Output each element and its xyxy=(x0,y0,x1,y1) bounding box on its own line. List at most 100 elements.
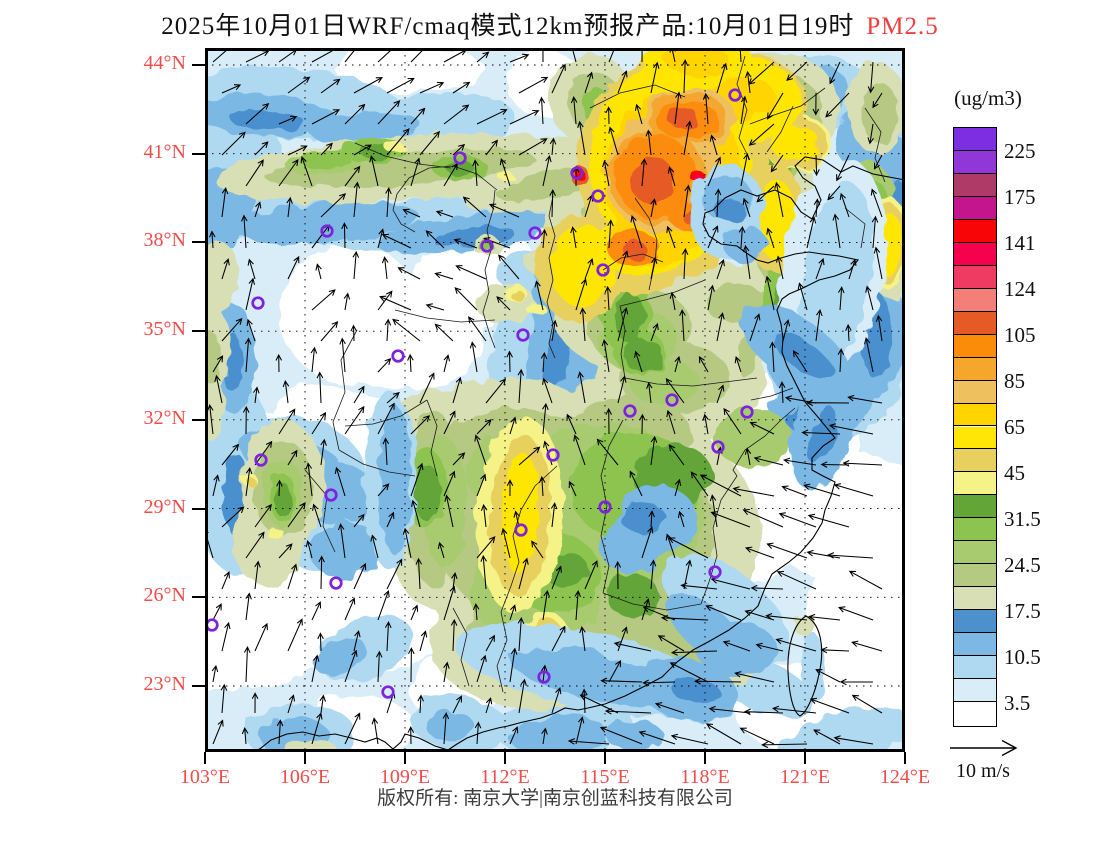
lat-axis-label: 26°N xyxy=(143,584,186,607)
wind-arrow xyxy=(722,640,751,652)
lat-axis-label: 41°N xyxy=(143,140,186,163)
wind-arrow xyxy=(716,62,728,94)
wind-arrow xyxy=(832,213,841,249)
wind-arrow xyxy=(287,618,303,652)
wind-arrow xyxy=(570,96,578,125)
legend-tick-label: 45 xyxy=(1004,460,1025,485)
wind-arrow xyxy=(243,645,251,683)
city-marker xyxy=(329,576,343,590)
wind-arrow xyxy=(253,386,260,404)
legend-segment xyxy=(954,518,996,542)
wind-arrow xyxy=(870,188,883,218)
wind-arrow xyxy=(278,408,296,435)
wind-arrow xyxy=(518,138,548,156)
city-marker xyxy=(665,393,679,407)
wind-arrow xyxy=(851,694,883,714)
wind-arrow xyxy=(402,208,421,218)
legend-segment xyxy=(954,242,996,266)
wind-arrow xyxy=(837,286,845,311)
wind-arrow xyxy=(407,353,414,373)
wind-arrow xyxy=(723,407,742,435)
wind-arrow xyxy=(743,708,784,716)
wind-arrow xyxy=(247,258,256,280)
wind-arrow xyxy=(707,284,715,311)
legend-segment xyxy=(954,426,996,450)
legend-segment xyxy=(954,679,996,703)
wind-arrow xyxy=(851,640,883,652)
wind-arrow xyxy=(551,625,566,652)
wind-arrow xyxy=(310,346,318,373)
wind-arrow xyxy=(744,70,752,94)
wind-arrow xyxy=(677,510,685,528)
wind-arrow xyxy=(540,228,548,249)
wind-arrow xyxy=(813,198,821,218)
wind-arrow xyxy=(353,385,365,404)
wind-arrow xyxy=(384,318,392,342)
lat-axis-label: 35°N xyxy=(143,318,186,341)
wind-arrow xyxy=(665,377,685,404)
wind-arrow xyxy=(833,735,874,745)
wind-arrow xyxy=(608,659,622,683)
city-marker xyxy=(324,488,338,502)
wind-arrow xyxy=(668,444,685,466)
wind-arrow xyxy=(320,321,339,342)
wind-arrow xyxy=(581,688,588,714)
wind-arrow xyxy=(316,371,324,404)
wind-arrow xyxy=(732,486,775,497)
wind-arrow xyxy=(605,106,612,125)
wind-arrow xyxy=(300,156,313,187)
wind-arrow xyxy=(873,246,883,280)
wind-arrow xyxy=(443,585,456,621)
wind-arrow xyxy=(315,263,322,280)
lat-axis-label: 29°N xyxy=(143,495,186,518)
wind-arrow xyxy=(848,258,857,280)
wind-arrow xyxy=(617,375,627,404)
wind-arrow xyxy=(699,474,742,497)
city-marker xyxy=(728,88,742,102)
wind-arrow xyxy=(617,70,628,94)
legend-segment xyxy=(954,587,996,611)
wind-arrow xyxy=(839,192,850,218)
wind-arrow xyxy=(742,197,751,218)
wind-arrow xyxy=(241,727,249,745)
wind-arrow xyxy=(613,641,652,652)
wind-arrow xyxy=(353,562,367,590)
wind-arrow xyxy=(353,77,384,94)
legend-segment xyxy=(954,380,996,404)
wind-arrow xyxy=(867,123,874,145)
wind-arrow xyxy=(245,466,253,497)
wind-arrow xyxy=(614,560,622,590)
wind-arrow xyxy=(756,185,775,203)
wind-arrow xyxy=(242,405,250,435)
wind-arrow xyxy=(480,503,488,528)
lon-axis-label: 109°E xyxy=(379,766,431,788)
wind-arrow xyxy=(815,257,825,280)
wind-arrow xyxy=(435,210,454,218)
lat-tick xyxy=(192,330,205,333)
wind-arrow xyxy=(579,307,587,342)
wind-arrow xyxy=(386,558,403,590)
legend-segment xyxy=(954,656,996,680)
wind-arrow xyxy=(634,350,643,373)
lon-tick xyxy=(204,752,206,764)
wind-arrow xyxy=(650,198,657,218)
wind-arrow xyxy=(668,537,709,559)
wind-arrow xyxy=(245,159,264,187)
wind-arrow xyxy=(392,318,421,342)
wind-arrow xyxy=(607,219,614,249)
wind-arrow xyxy=(806,216,817,249)
wind-arrow xyxy=(509,647,518,683)
wind-arrow xyxy=(476,108,508,125)
wind-arrow xyxy=(214,374,223,404)
copyright-footer: 版权所有: 南京大学|南京创蓝科技有限公司 xyxy=(377,788,733,809)
lon-tick xyxy=(304,752,306,764)
wind-arrow xyxy=(474,434,487,466)
wind-arrow xyxy=(386,128,410,156)
wind-arrow xyxy=(344,405,365,435)
wind-arrow xyxy=(579,626,586,652)
wind-arrow xyxy=(518,557,529,590)
wind-arrow xyxy=(410,157,421,187)
wind-arrow xyxy=(829,61,841,85)
wind-arrow xyxy=(666,409,676,435)
wind-arrow xyxy=(278,159,299,187)
